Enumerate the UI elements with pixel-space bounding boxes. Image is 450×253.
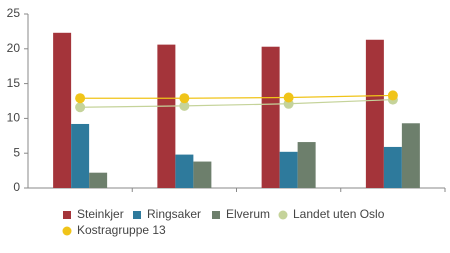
legend-swatch <box>63 211 71 219</box>
y-tick-label: 0 <box>13 180 20 194</box>
line-point <box>283 92 294 103</box>
y-tick-label: 5 <box>13 145 20 159</box>
bar <box>193 161 212 188</box>
legend-label: Elverum <box>226 207 270 221</box>
legend-label: Ringsaker <box>147 207 201 221</box>
bar <box>261 46 280 188</box>
legend-label: Steinkjer <box>77 207 124 221</box>
line <box>80 99 393 108</box>
y-tick-label: 20 <box>7 41 21 55</box>
legend-swatch <box>62 226 72 236</box>
bar <box>71 123 90 188</box>
bar <box>401 123 420 188</box>
y-tick-label: 15 <box>7 76 21 90</box>
line-point <box>179 93 190 104</box>
bar <box>53 32 72 189</box>
legend-label: Kostragruppe 13 <box>77 223 166 237</box>
legend-swatch <box>212 211 220 219</box>
line-point <box>75 93 86 104</box>
y-tick-label: 10 <box>7 111 21 125</box>
bar <box>383 146 402 188</box>
bar <box>279 151 298 188</box>
bar <box>297 142 316 188</box>
legend-swatch <box>133 211 141 219</box>
bar <box>365 39 384 188</box>
legend-swatch <box>278 210 288 220</box>
bar <box>175 154 194 188</box>
legend-label: Landet uten Oslo <box>293 207 385 221</box>
line-point <box>387 90 398 101</box>
bar <box>157 44 176 189</box>
line-point <box>75 102 86 113</box>
bar <box>89 172 108 188</box>
line <box>80 94 393 99</box>
y-tick-label: 25 <box>7 6 21 20</box>
line-point <box>179 100 190 111</box>
